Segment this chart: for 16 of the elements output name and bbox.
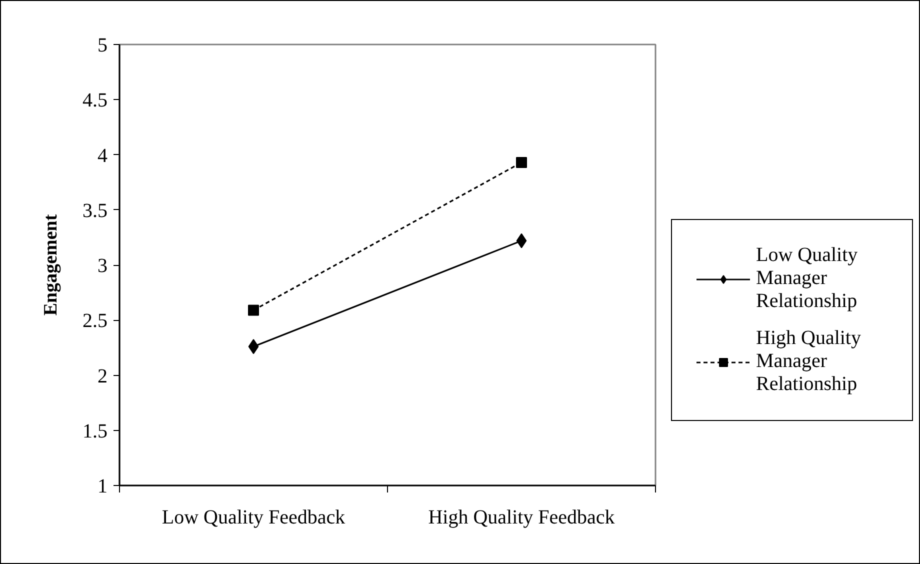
x-tick-label: Low Quality Feedback bbox=[162, 506, 346, 528]
y-tick-label: 1 bbox=[98, 476, 108, 498]
y-tick-label: 3 bbox=[98, 255, 108, 277]
y-tick-label: 5 bbox=[98, 34, 108, 56]
point bbox=[516, 156, 527, 168]
point bbox=[248, 304, 259, 316]
legend-label: Low Quality Manager Relationship bbox=[756, 244, 859, 313]
y-tick-label: 1.5 bbox=[82, 420, 108, 442]
y-tick-label: 2.5 bbox=[82, 310, 108, 332]
y-tick-label: 4 bbox=[98, 144, 108, 167]
legend-label: High Quality Manager Relationship bbox=[756, 327, 862, 396]
y-tick-label: 4.5 bbox=[82, 90, 108, 112]
x-tick-label: High Quality Feedback bbox=[428, 506, 615, 528]
y-tick-label: 3.5 bbox=[82, 200, 108, 222]
y-axis-title: Engagement bbox=[40, 214, 62, 316]
y-tick-label: 2 bbox=[98, 365, 108, 388]
